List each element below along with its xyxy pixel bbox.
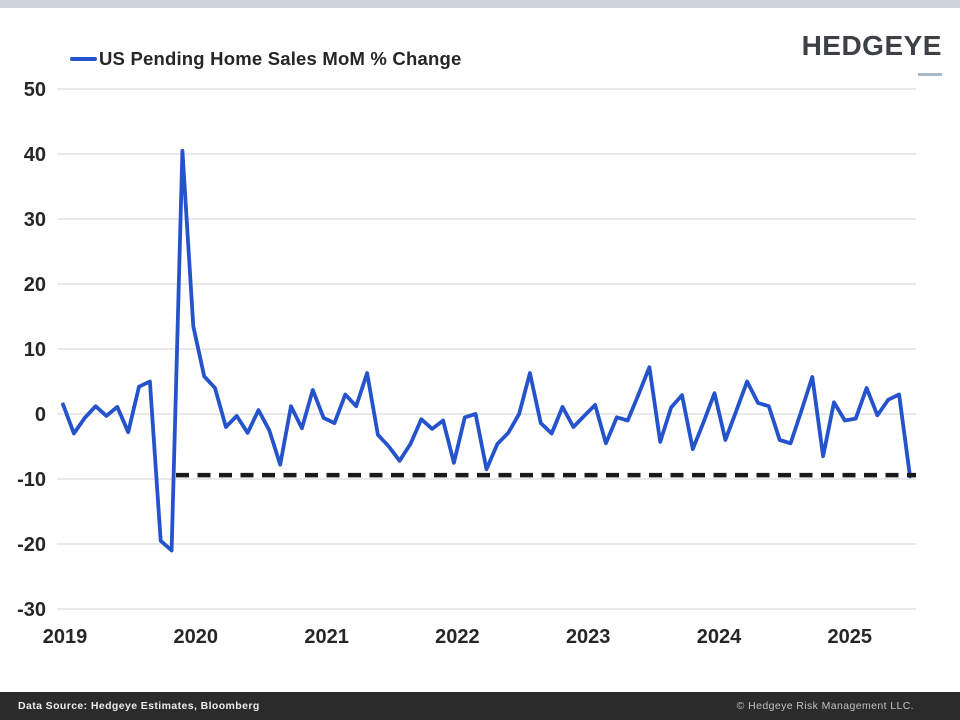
x-axis-tick-label: 2022: [435, 626, 480, 648]
x-axis-tick-label: 2023: [566, 626, 611, 648]
series-line: [61, 148, 912, 553]
footer-bar: Data Source: Hedgeye Estimates, Bloomber…: [0, 692, 960, 720]
x-axis-tick-label: 2024: [697, 626, 742, 648]
x-axis-tick-label: 2020: [174, 626, 219, 648]
y-axis-tick-label: -30: [17, 599, 46, 621]
legend-line-swatch: [70, 56, 97, 62]
y-axis-tick-label: 50: [24, 79, 46, 101]
y-axis-tick-label: 30: [24, 209, 46, 231]
y-axis-tick-label: -20: [17, 534, 46, 556]
top-accent-strip: [0, 0, 960, 8]
y-axis-tick-label: 0: [35, 404, 46, 426]
x-axis-tick-label: 2019: [43, 626, 88, 648]
x-axis-tick-label: 2021: [304, 626, 349, 648]
hedgeye-logo: HEDGEYE: [801, 30, 942, 61]
legend-label: US Pending Home Sales MoM % Change: [99, 48, 462, 69]
y-axis-tick-label: -10: [17, 469, 46, 491]
chart-legend: US Pending Home Sales MoM % Change: [70, 48, 461, 70]
y-axis-tick-label: 10: [24, 339, 46, 361]
line-chart: 50 40 30 20 10 0 -10 -20 -30 2019 2020 2021 2022 2023…: [17, 79, 916, 648]
y-axis-tick-label: 40: [24, 144, 46, 166]
y-axis-tick-label: 20: [24, 274, 46, 296]
data-source-text: Data Source: Hedgeye Estimates, Bloomber…: [18, 700, 260, 712]
logo-underline-dash: [918, 73, 942, 76]
x-axis-tick-label: 2025: [828, 626, 873, 648]
copyright-text: © Hedgeye Risk Management LLC.: [736, 700, 914, 712]
